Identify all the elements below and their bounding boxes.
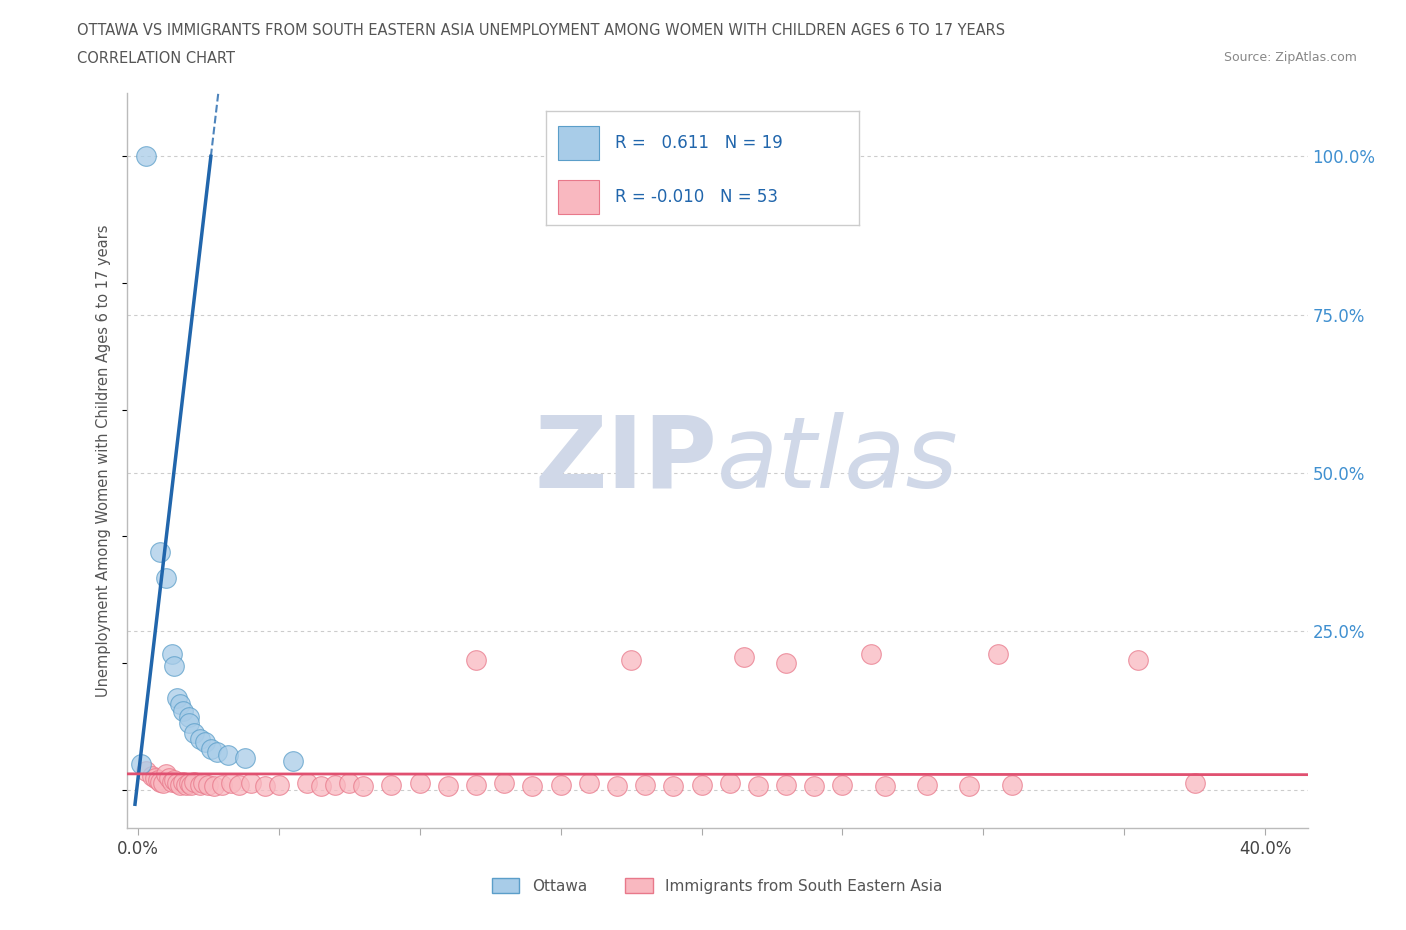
Point [437, 778, 460, 793]
Y-axis label: Unemployment Among Women with Children Ages 6 to 17 years: Unemployment Among Women with Children A… [96, 224, 111, 697]
Point [188, 732, 211, 747]
Point [380, 777, 402, 792]
Text: atlas: atlas [717, 412, 959, 509]
Point [157, 771, 180, 786]
Point [957, 778, 980, 793]
Point [323, 777, 346, 792]
Point [155, 570, 177, 585]
Point [205, 744, 228, 759]
Point [352, 778, 374, 793]
Point [143, 771, 166, 786]
Point [228, 777, 250, 792]
Point [465, 777, 488, 792]
Point [141, 768, 163, 783]
Point [155, 766, 177, 781]
Point [152, 776, 174, 790]
Point [163, 773, 186, 788]
Point [831, 777, 853, 792]
Point [239, 776, 262, 790]
Point [522, 778, 544, 793]
Point [177, 776, 200, 790]
Point [135, 149, 157, 164]
Point [172, 775, 194, 790]
Point [873, 778, 896, 793]
Point [129, 757, 152, 772]
Point [634, 777, 657, 792]
Point [578, 776, 600, 790]
Point [172, 703, 194, 718]
Point [149, 775, 172, 790]
Point [149, 545, 172, 560]
Point [160, 646, 183, 661]
Point [690, 777, 713, 792]
Point [267, 777, 290, 792]
Bar [558, 179, 599, 214]
Point [200, 741, 222, 756]
Point [197, 777, 219, 792]
Point [180, 777, 202, 792]
Point [169, 697, 191, 711]
Bar [558, 126, 599, 160]
Point [202, 778, 225, 793]
Point [337, 776, 360, 790]
Point [191, 776, 214, 790]
Point [160, 775, 183, 790]
Point [620, 653, 643, 668]
Point [1184, 776, 1206, 790]
Point [183, 775, 205, 790]
Point [1128, 653, 1150, 668]
Text: Source: ZipAtlas.com: Source: ZipAtlas.com [1223, 51, 1357, 64]
Point [775, 777, 797, 792]
Point [219, 776, 242, 790]
Point [253, 778, 276, 793]
Text: ZIP: ZIP [534, 412, 717, 509]
Point [915, 777, 938, 792]
Point [775, 656, 797, 671]
Point [733, 649, 755, 664]
Text: R =   0.611   N = 19: R = 0.611 N = 19 [614, 134, 782, 153]
Text: CORRELATION CHART: CORRELATION CHART [77, 51, 235, 66]
Point [606, 778, 628, 793]
Point [163, 658, 186, 673]
Point [146, 773, 169, 788]
Point [211, 777, 233, 792]
Point [217, 748, 239, 763]
Point [169, 777, 191, 792]
Point [408, 776, 430, 790]
Point [166, 690, 188, 705]
Point [309, 778, 332, 793]
Point [177, 710, 200, 724]
Point [1000, 777, 1022, 792]
Point [662, 778, 685, 793]
Point [295, 776, 318, 790]
Point [859, 646, 882, 661]
Point [174, 777, 197, 792]
Point [494, 776, 516, 790]
Point [747, 778, 769, 793]
Point [550, 777, 572, 792]
Point [718, 776, 741, 790]
Point [803, 778, 825, 793]
Legend: Ottawa, Immigrants from South Eastern Asia: Ottawa, Immigrants from South Eastern As… [492, 878, 942, 894]
Point [465, 653, 488, 668]
Point [233, 751, 256, 765]
Point [986, 646, 1008, 661]
Text: OTTAWA VS IMMIGRANTS FROM SOUTH EASTERN ASIA UNEMPLOYMENT AMONG WOMEN WITH CHILD: OTTAWA VS IMMIGRANTS FROM SOUTH EASTERN … [77, 23, 1005, 38]
Point [194, 735, 217, 750]
Point [177, 716, 200, 731]
Point [281, 753, 304, 768]
Point [166, 776, 188, 790]
Point [183, 725, 205, 740]
Point [135, 764, 157, 778]
Point [188, 777, 211, 792]
Text: R = -0.010   N = 53: R = -0.010 N = 53 [614, 188, 778, 206]
